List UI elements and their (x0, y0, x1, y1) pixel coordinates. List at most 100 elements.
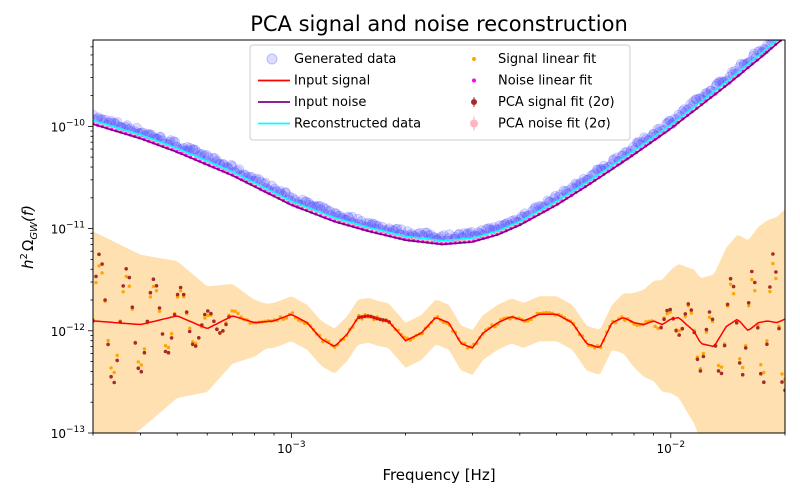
signal-linear-fit-point (178, 289, 183, 293)
generated-data-point (570, 178, 581, 189)
input-noise-line (93, 40, 783, 246)
signal-linear-fit-point (203, 316, 207, 320)
generated-data-point (254, 174, 264, 184)
generated-data-point (226, 160, 237, 170)
pca-signal-fit-point (139, 369, 144, 374)
generated-data-point (347, 212, 358, 222)
y-tick-label: 10−12 (51, 323, 85, 339)
legend-entry: PCA noise fit (2σ) (470, 116, 611, 132)
pca-signal-fit-point (97, 252, 101, 257)
generated-data-point (210, 153, 220, 163)
chart-title: PCA signal and noise reconstruction (250, 12, 628, 36)
legend-label: Input signal (294, 74, 370, 89)
y-axis-label: h2ΩGW(f) (19, 205, 40, 269)
signal-linear-fit-point (115, 353, 119, 358)
generated-data-point (315, 201, 325, 211)
signal-linear-fit-point (127, 284, 131, 288)
pca-signal-fit-point (665, 308, 669, 313)
y-tick-label: 10−13 (51, 425, 85, 441)
pca-signal-fit-point (765, 342, 769, 347)
generated-data-point (776, 30, 785, 39)
signal-linear-fit-point (771, 261, 775, 266)
legend-dot-swatch (472, 78, 476, 83)
generated-data-point (476, 225, 487, 235)
generated-data-point (633, 137, 644, 147)
pca-signal-fit-point (215, 327, 219, 332)
pca-signal-fit-point (698, 369, 703, 373)
pca-signal-fit-point (184, 310, 189, 314)
pca-signal-fit-point (154, 284, 159, 288)
pca-signal-fit-point (112, 380, 116, 385)
signal-linear-fit-point (731, 292, 736, 296)
generated-data-point (185, 143, 195, 153)
x-tick-label: 10−3 (277, 440, 306, 456)
pca-signal-fit-point (197, 336, 201, 340)
signal-linear-fit-point (97, 264, 101, 268)
generated-data-point (301, 196, 312, 207)
plot-frame (92, 39, 786, 434)
signal-linear-fit-point (121, 290, 125, 294)
pca-signal-fit-point (121, 284, 125, 288)
signal-linear-fit-point (106, 338, 110, 343)
generated-data-point (188, 144, 198, 154)
signal-linear-fit-point (747, 304, 751, 308)
signal-linear-fit-point (194, 341, 198, 346)
generated-data-point (679, 104, 689, 114)
signal-linear-fit-point (290, 311, 295, 315)
pca-signal-fit-point (181, 292, 186, 297)
signal-linear-fit-point (765, 339, 769, 343)
generated-data-point (318, 202, 329, 213)
pca-signal-fit-point (178, 285, 183, 290)
generated-data-point (202, 150, 212, 160)
generated-data-point (530, 202, 541, 212)
legend-entry: Signal linear fit (472, 52, 596, 67)
pca-signal-fit-point (148, 290, 153, 295)
generated-data-point (182, 142, 193, 152)
legend: Generated data Input signal Input noise Rec… (249, 44, 631, 141)
legend-label: Noise linear fit (498, 74, 592, 89)
pca-signal-fit-point (704, 327, 709, 332)
pca-signal-fit-point (759, 371, 763, 376)
pca-signal-fit-point (762, 380, 766, 385)
legend-label: PCA signal fit (2σ) (498, 95, 615, 110)
pca-signal-fit-point (100, 262, 104, 266)
pca-signal-fit-point (716, 369, 721, 373)
signal-linear-fit-point (230, 309, 234, 313)
signal-linear-fit-point (759, 363, 763, 367)
series-line-layer (93, 40, 785, 349)
generated-data-point (321, 204, 331, 214)
pca-signal-fit-point (103, 298, 107, 302)
generated-data-point (444, 229, 455, 239)
pca-signal-fit-point (677, 333, 681, 337)
generated-data-point (558, 185, 569, 196)
signal-linear-fit-point (163, 344, 168, 348)
generated-data-point (396, 224, 407, 234)
pca-signal-fit-point (674, 328, 678, 333)
pca-signal-fit-point (163, 349, 168, 354)
pca-signal-fit-point (109, 374, 113, 379)
generated-data-point (208, 153, 218, 163)
generated-data-point (406, 228, 417, 239)
generated-data-point (165, 135, 176, 145)
generated-data-point (313, 201, 324, 211)
generated-data-point (170, 136, 180, 147)
generated-data-point (454, 228, 465, 239)
pca-signal-fit-point (662, 317, 666, 322)
generated-data-point (280, 187, 291, 197)
generated-data-point (155, 131, 165, 142)
noise-linear-fit-point (783, 35, 786, 38)
pca-signal-fit-point (701, 354, 706, 359)
y-axis-ticks: 10−13 10−12 10−11 10−10 (51, 46, 93, 441)
generated-data-point (735, 58, 746, 69)
signal-linear-fit-point (142, 347, 147, 351)
generated-data-point (422, 227, 432, 238)
generated-data-point (188, 144, 199, 155)
signal-linear-fit-point (774, 276, 778, 281)
signal-linear-fit-point (157, 309, 162, 313)
legend-label: Reconstructed data (294, 117, 421, 132)
pca-signal-fit-point (722, 343, 727, 348)
pca-signal-fit-point (668, 307, 672, 312)
legend-label: Signal linear fit (498, 52, 596, 67)
pca-signal-fit-point (175, 292, 180, 297)
generated-data-point (132, 122, 142, 133)
